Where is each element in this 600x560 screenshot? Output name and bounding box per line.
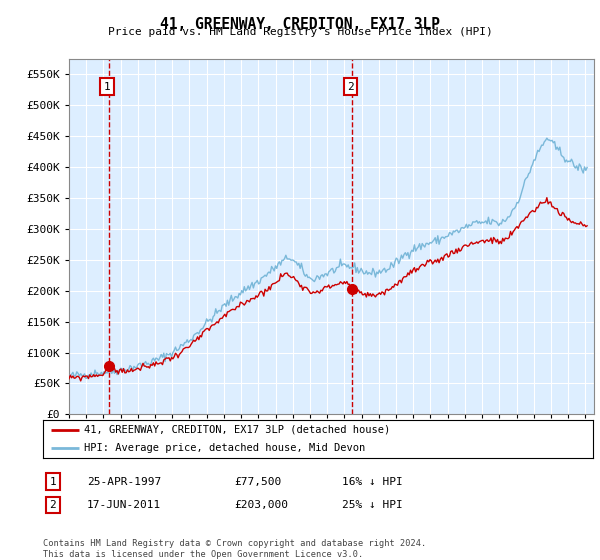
Text: 41, GREENWAY, CREDITON, EX17 3LP (detached house): 41, GREENWAY, CREDITON, EX17 3LP (detach… xyxy=(85,425,391,435)
Text: 1: 1 xyxy=(104,82,110,92)
Text: 41, GREENWAY, CREDITON, EX17 3LP: 41, GREENWAY, CREDITON, EX17 3LP xyxy=(160,17,440,32)
Text: Price paid vs. HM Land Registry's House Price Index (HPI): Price paid vs. HM Land Registry's House … xyxy=(107,27,493,37)
Text: 25-APR-1997: 25-APR-1997 xyxy=(87,477,161,487)
Text: £77,500: £77,500 xyxy=(234,477,281,487)
Text: HPI: Average price, detached house, Mid Devon: HPI: Average price, detached house, Mid … xyxy=(85,443,365,453)
Text: 16% ↓ HPI: 16% ↓ HPI xyxy=(342,477,403,487)
Text: Contains HM Land Registry data © Crown copyright and database right 2024.
This d: Contains HM Land Registry data © Crown c… xyxy=(43,539,427,559)
Text: 25% ↓ HPI: 25% ↓ HPI xyxy=(342,500,403,510)
Text: £203,000: £203,000 xyxy=(234,500,288,510)
Text: 1: 1 xyxy=(49,477,56,487)
Text: 17-JUN-2011: 17-JUN-2011 xyxy=(87,500,161,510)
Text: 2: 2 xyxy=(347,82,354,92)
Text: 2: 2 xyxy=(49,500,56,510)
